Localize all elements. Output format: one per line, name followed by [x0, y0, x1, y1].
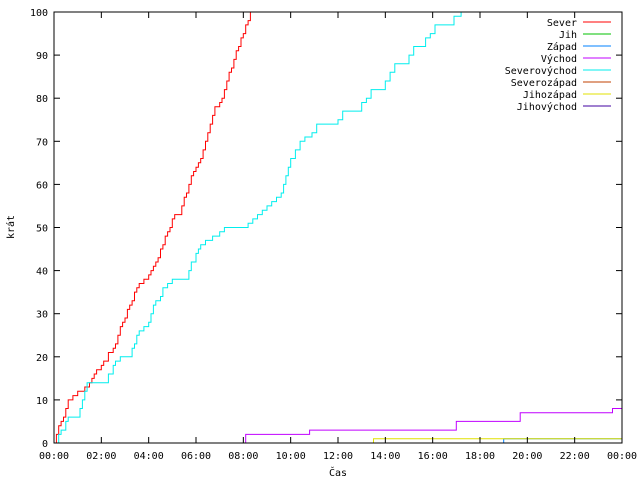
series-line-sever [54, 12, 251, 444]
series-line-jihozapad [373, 438, 622, 443]
series-line-zapad [501, 438, 622, 444]
plot-data-area [54, 12, 622, 444]
x-tick-label: 20:00 [512, 451, 542, 462]
y-tick-label: 50 [36, 224, 48, 235]
y-tick-label: 60 [36, 180, 48, 191]
x-tick-label: 00:00 [39, 451, 69, 462]
x-tick-label: 14:00 [370, 451, 400, 462]
y-tick-label: 40 [36, 267, 48, 278]
series-line-vychod [243, 408, 622, 444]
x-tick-label: 02:00 [86, 451, 116, 462]
y-tick-label: 30 [36, 310, 48, 321]
y-tick-label: 70 [36, 137, 48, 148]
x-tick-label: 12:00 [323, 451, 353, 462]
legend-label-jih: Jih [559, 30, 577, 41]
x-axis-label: Čas [329, 466, 347, 479]
legend-label-zapad: Západ [547, 41, 577, 53]
y-tick-label: 80 [36, 94, 48, 105]
legend-label-sever: Sever [547, 18, 577, 29]
legend: SeverJihZápadVýchodSeverovýchodSeverozáp… [505, 18, 611, 113]
x-tick-label: 00:00 [607, 451, 637, 462]
x-tick-label: 08:00 [228, 451, 258, 462]
x-tick-label: 22:00 [560, 451, 590, 462]
x-axis: 00:00 02:00 04:00 06:00 08:00 10:00 12:00 14:00… [39, 12, 637, 462]
x-tick-label: 18:00 [465, 451, 495, 462]
legend-label-vychod: Východ [541, 53, 577, 65]
series-line-severovychod [54, 12, 462, 444]
legend-label-jihovychod: Jihovýchod [517, 101, 577, 113]
x-tick-label: 04:00 [134, 451, 164, 462]
x-tick-label: 10:00 [276, 451, 306, 462]
legend-label-severovychod: Severovýchod [505, 65, 577, 77]
y-axis: 0 10 20 30 40 50 60 70 80 90 100 [30, 8, 622, 450]
y-tick-label: 10 [36, 396, 48, 407]
y-tick-label: 90 [36, 51, 48, 62]
y-tick-label: 0 [42, 439, 48, 450]
x-tick-label: 06:00 [181, 451, 211, 462]
y-axis-label: krát [5, 215, 17, 239]
x-tick-label: 16:00 [418, 451, 448, 462]
y-tick-label: 20 [36, 353, 48, 364]
y-tick-label: 100 [30, 8, 48, 19]
legend-label-jihozapad: Jihozápad [523, 89, 577, 101]
legend-label-severozapad: Severozápad [511, 77, 577, 89]
